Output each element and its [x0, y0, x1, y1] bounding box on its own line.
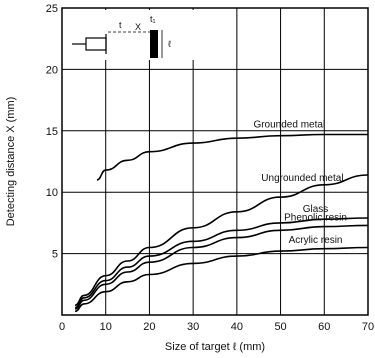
series-labels: Grounded metal Ungrounded metal GlassPheno… — [253, 119, 346, 246]
series-line-acrylic-resin — [74, 246, 369, 313]
series-lines — [74, 133, 369, 313]
y-tick-label: 25 — [46, 3, 58, 15]
y-tick-label: 15 — [46, 126, 58, 138]
sensor-diagram: t X t₁ ℓ — [64, 10, 194, 60]
x-tick-label: 50 — [274, 321, 286, 333]
x-axis-title: Size of target ℓ (mm) — [165, 341, 265, 353]
axis-ticks: 0 10 20 30 40 50 60 70 5 10 15 20 25 — [46, 3, 374, 333]
series-line-ungrounded-metal — [74, 174, 369, 306]
x-tick-label: 0 — [59, 321, 65, 333]
x-tick-label: 20 — [143, 321, 155, 333]
inset-label-x: X — [135, 22, 141, 32]
y-axis-title: Detecting distance X (mm) — [5, 97, 17, 227]
target-icon — [150, 30, 158, 58]
y-tick-label: 5 — [52, 249, 58, 261]
series-label: Acrylic resin — [289, 235, 343, 246]
series-label: Phenolic resin — [284, 212, 347, 223]
inset-background — [64, 10, 194, 60]
series-line-glass — [74, 217, 369, 309]
y-tick-label: 10 — [46, 187, 58, 199]
series-line-grounded-metal — [96, 133, 368, 181]
inset-label-t1: t₁ — [150, 14, 156, 24]
plot-frame — [61, 7, 369, 316]
x-tick-label: 40 — [231, 321, 243, 333]
series-label: Grounded metal — [253, 119, 325, 130]
x-tick-label: 30 — [187, 321, 199, 333]
series-label: Ungrounded metal — [261, 173, 343, 184]
x-tick-label: 60 — [318, 321, 330, 333]
series-label: Glass — [303, 204, 329, 215]
inset-label-t: t — [119, 20, 122, 30]
x-tick-label: 70 — [362, 321, 374, 333]
y-tick-label: 20 — [46, 64, 58, 76]
x-tick-label: 10 — [100, 321, 112, 333]
series-line-phenolic-resin — [74, 224, 369, 310]
inset-label-size: ℓ — [168, 39, 172, 49]
